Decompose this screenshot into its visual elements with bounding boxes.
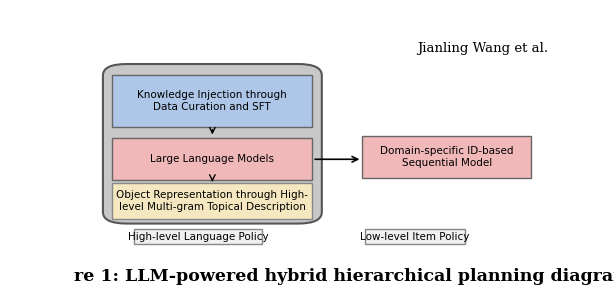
Text: re 1: LLM-powered hybrid hierarchical planning diagram: re 1: LLM-powered hybrid hierarchical pl… (74, 268, 614, 285)
Text: Knowledge Injection through
Data Curation and SFT: Knowledge Injection through Data Curatio… (138, 90, 287, 112)
Text: Large Language Models: Large Language Models (150, 154, 274, 164)
Text: High-level Language Policy: High-level Language Policy (128, 232, 268, 242)
FancyBboxPatch shape (112, 138, 313, 180)
Text: Domain-specific ID-based
Sequential Model: Domain-specific ID-based Sequential Mode… (380, 146, 513, 168)
FancyBboxPatch shape (365, 229, 465, 244)
Text: Jianling Wang et al.: Jianling Wang et al. (417, 42, 548, 55)
Text: Low-level Item Policy: Low-level Item Policy (360, 232, 469, 242)
FancyBboxPatch shape (103, 64, 322, 223)
FancyBboxPatch shape (134, 229, 262, 244)
FancyBboxPatch shape (112, 183, 313, 219)
FancyBboxPatch shape (362, 136, 531, 178)
Text: Object Representation through High-
level Multi-gram Topical Description: Object Representation through High- leve… (117, 190, 308, 212)
FancyBboxPatch shape (112, 75, 313, 127)
